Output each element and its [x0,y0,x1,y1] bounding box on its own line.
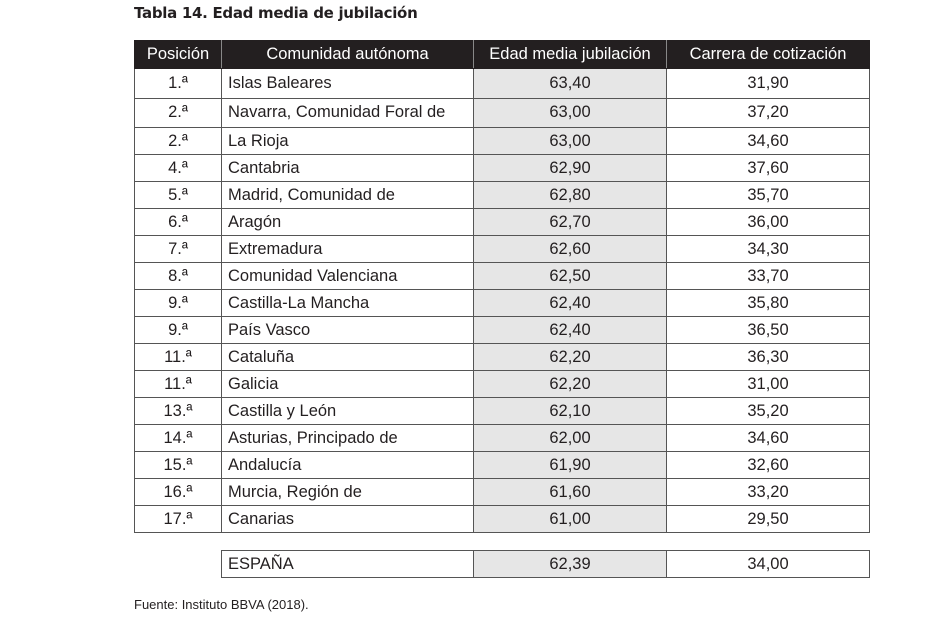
header-contribution: Carrera de cotización [666,40,870,69]
header-avg-age: Edad media jubilación [473,40,667,69]
cell-position: 2.ª [134,127,222,155]
cell-avg-age: 62,60 [473,235,667,263]
cell-contribution: 31,90 [666,68,870,99]
table-row: 9.ª Castilla-La Mancha 62,40 35,80 [134,289,870,317]
cell-avg-age: 62,90 [473,154,667,182]
source-note: Fuente: Instituto BBVA (2018). [134,597,309,612]
table-row: 16.ª Murcia, Región de 61,60 33,20 [134,478,870,506]
cell-position: 2.ª [134,97,222,128]
retirement-age-table: Posición Comunidad autónoma Edad media j… [134,40,870,533]
cell-position: 5.ª [134,181,222,209]
table-row: 14.ª Asturias, Principado de 62,00 34,60 [134,424,870,452]
cell-avg-age: 63,00 [473,97,667,128]
table-row: 11.ª Galicia 62,20 31,00 [134,370,870,398]
cell-contribution: 32,60 [666,451,870,479]
header-region: Comunidad autónoma [221,40,474,69]
header-position: Posición [134,40,222,69]
total-avg-age: 62,39 [473,550,667,578]
cell-region: Canarias [221,505,474,533]
cell-avg-age: 62,00 [473,424,667,452]
total-row: ESPAÑA 62,39 34,00 [221,550,870,578]
cell-avg-age: 63,40 [473,68,667,99]
table-row: 2.ª La Rioja 63,00 34,60 [134,127,870,155]
cell-avg-age: 62,50 [473,262,667,290]
cell-avg-age: 62,20 [473,370,667,398]
cell-contribution: 34,60 [666,127,870,155]
cell-contribution: 36,50 [666,316,870,344]
table-row: 7.ª Extremadura 62,60 34,30 [134,235,870,263]
cell-region: Andalucía [221,451,474,479]
cell-contribution: 36,00 [666,208,870,236]
cell-position: 9.ª [134,316,222,344]
cell-avg-age: 62,70 [473,208,667,236]
cell-region: Extremadura [221,235,474,263]
total-label: ESPAÑA [221,550,474,578]
cell-avg-age: 61,60 [473,478,667,506]
cell-region: Cataluña [221,343,474,371]
cell-position: 6.ª [134,208,222,236]
table-row: 15.ª Andalucía 61,90 32,60 [134,451,870,479]
cell-contribution: 35,80 [666,289,870,317]
cell-region: La Rioja [221,127,474,155]
cell-avg-age: 61,90 [473,451,667,479]
cell-position: 11.ª [134,343,222,371]
cell-position: 9.ª [134,289,222,317]
cell-contribution: 33,70 [666,262,870,290]
cell-position: 11.ª [134,370,222,398]
cell-position: 4.ª [134,154,222,182]
cell-region: País Vasco [221,316,474,344]
cell-region: Castilla-La Mancha [221,289,474,317]
cell-region: Islas Baleares [221,68,474,99]
cell-position: 8.ª [134,262,222,290]
table-row: 11.ª Cataluña 62,20 36,30 [134,343,870,371]
cell-avg-age: 62,20 [473,343,667,371]
table-row: 1.ª Islas Baleares 63,40 31,90 [134,68,870,99]
table-row: 9.ª País Vasco 62,40 36,50 [134,316,870,344]
cell-contribution: 36,30 [666,343,870,371]
cell-contribution: 34,30 [666,235,870,263]
cell-position: 7.ª [134,235,222,263]
cell-position: 16.ª [134,478,222,506]
cell-contribution: 37,20 [666,97,870,128]
cell-position: 15.ª [134,451,222,479]
cell-contribution: 34,60 [666,424,870,452]
cell-region: Navarra, Comunidad Foral de [221,97,474,128]
cell-position: 14.ª [134,424,222,452]
total-table: ESPAÑA 62,39 34,00 [221,550,870,578]
cell-contribution: 35,20 [666,397,870,425]
cell-avg-age: 62,10 [473,397,667,425]
cell-contribution: 29,50 [666,505,870,533]
cell-contribution: 31,00 [666,370,870,398]
cell-region: Galicia [221,370,474,398]
table-row: 5.ª Madrid, Comunidad de 62,80 35,70 [134,181,870,209]
table-title: Tabla 14. Edad media de jubilación [134,4,418,22]
cell-avg-age: 61,00 [473,505,667,533]
cell-contribution: 35,70 [666,181,870,209]
cell-region: Asturias, Principado de [221,424,474,452]
cell-position: 17.ª [134,505,222,533]
cell-region: Comunidad Valenciana [221,262,474,290]
cell-contribution: 33,20 [666,478,870,506]
cell-avg-age: 63,00 [473,127,667,155]
table-row: 4.ª Cantabria 62,90 37,60 [134,154,870,182]
table-row: 2.ª Navarra, Comunidad Foral de 63,00 37,20 [134,97,870,128]
header-row: Posición Comunidad autónoma Edad media j… [134,40,870,69]
cell-contribution: 37,60 [666,154,870,182]
cell-position: 1.ª [134,68,222,99]
cell-avg-age: 62,40 [473,289,667,317]
cell-region: Madrid, Comunidad de [221,181,474,209]
table-row: 6.ª Aragón 62,70 36,00 [134,208,870,236]
table-row: 17.ª Canarias 61,00 29,50 [134,505,870,533]
cell-avg-age: 62,80 [473,181,667,209]
cell-region: Aragón [221,208,474,236]
cell-region: Murcia, Región de [221,478,474,506]
cell-position: 13.ª [134,397,222,425]
cell-region: Castilla y León [221,397,474,425]
table-row: 13.ª Castilla y León 62,10 35,20 [134,397,870,425]
cell-avg-age: 62,40 [473,316,667,344]
total-contribution: 34,00 [666,550,870,578]
cell-region: Cantabria [221,154,474,182]
table-row: 8.ª Comunidad Valenciana 62,50 33,70 [134,262,870,290]
